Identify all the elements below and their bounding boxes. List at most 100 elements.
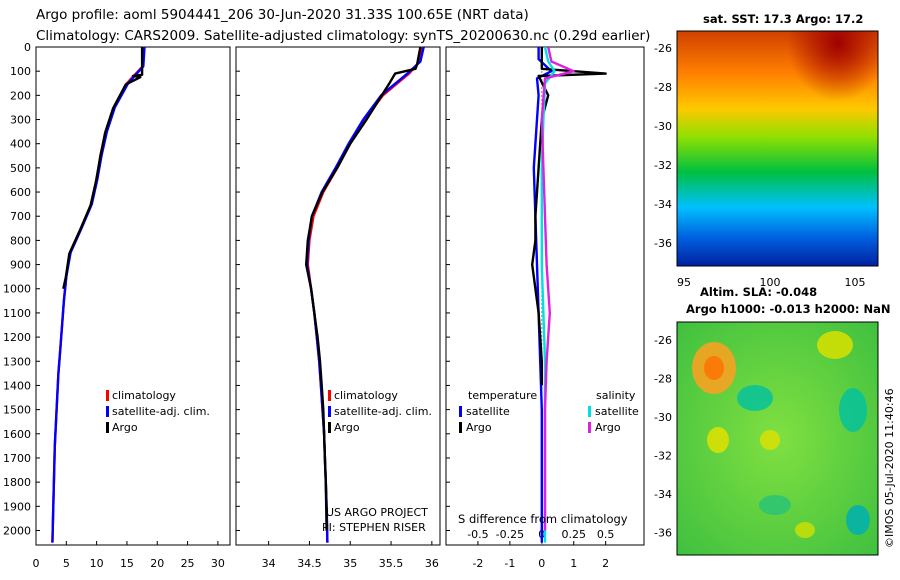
x-tick-label: 25	[181, 557, 195, 570]
sla-map-title-1: Altim. SLA: -0.048	[700, 285, 817, 299]
x-tick-label: 34.5	[297, 557, 322, 570]
legend-swatch-climatology	[328, 390, 331, 401]
sla-anomaly-cool	[839, 388, 867, 432]
legend-swatch-argo	[106, 422, 109, 433]
legend-swatch-sal-argo	[588, 422, 591, 433]
sla-anomaly-warm	[704, 356, 724, 380]
depth-tick-label: 1000	[3, 283, 31, 296]
depth-tick-label: 0	[24, 41, 31, 54]
legend-swatch-temp-argo	[459, 422, 462, 433]
sla-map	[676, 321, 879, 556]
salinity-panel-frame	[235, 46, 441, 546]
x-tick-label: 35	[343, 557, 357, 570]
x-tick-label: 5	[63, 557, 70, 570]
temperature-panel-frame	[35, 46, 231, 546]
depth-tick-label: 1100	[3, 307, 31, 320]
sla-anomaly-warm	[817, 331, 853, 359]
sla-anomaly-cool	[737, 385, 773, 411]
sst-map-warm-core	[677, 31, 878, 266]
axis-ticks: 0100200300400500600700800900100011001200…	[3, 41, 614, 570]
x-tick-label: -1	[504, 557, 515, 570]
depth-tick-label: 2000	[3, 524, 31, 537]
sst-lat-tick-label: -36	[654, 237, 672, 250]
depth-tick-label: 400	[10, 138, 31, 151]
sst-lon-tick-label: 95	[677, 276, 691, 289]
series-line-temperature-argo	[531, 47, 607, 386]
x-tick-label: 35.5	[379, 557, 404, 570]
sla-lat-tick-label: -30	[654, 411, 672, 424]
title-line-1: Argo profile: aoml 5904441_206 30-Jun-20…	[36, 7, 529, 23]
depth-tick-label: 500	[10, 162, 31, 175]
x-tick-label: 20	[150, 557, 164, 570]
sst-map-lon-ticks: 95 100 105	[677, 276, 866, 289]
depth-tick-label: 700	[10, 210, 31, 223]
x-top-tick-label: 0.5	[597, 528, 615, 541]
x-tick-label: 36	[425, 557, 439, 570]
series-line-argo	[305, 46, 422, 531]
depth-tick-label: 1200	[3, 331, 31, 344]
legend-satellite-label: satellite-adj. clim.	[334, 405, 432, 418]
sst-map	[676, 30, 879, 267]
x-top-tick-label: -0.5	[467, 528, 488, 541]
depth-tick-label: 1500	[3, 404, 31, 417]
depth-tick-label: 1400	[3, 379, 31, 392]
depth-tick-label: 100	[10, 65, 31, 78]
sst-map-title: sat. SST: 17.3 Argo: 17.2	[703, 12, 863, 26]
sst-lat-tick-label: -34	[654, 198, 672, 211]
x-tick-label: 0	[33, 557, 40, 570]
x-top-tick-label: -0.25	[496, 528, 524, 541]
legend-swatch-climatology	[106, 390, 109, 401]
sst-map-lat-ticks: -26 -28 -30 -32 -34 -36	[654, 42, 672, 250]
legend-argo-label: Argo	[334, 421, 360, 434]
sla-anomaly-cool	[759, 495, 791, 515]
legend-temp-satellite-label: satellite	[466, 405, 510, 418]
imos-watermark: ©IMOS 05-Jul-2020 11:40:46	[883, 388, 896, 548]
sla-lat-tick-label: -32	[654, 450, 672, 463]
sla-anomaly-warm	[707, 427, 729, 453]
credit-pi: PI: STEPHEN RISER	[322, 521, 426, 534]
x-tick-label: 34	[262, 557, 276, 570]
legend-salinity-heading: salinity	[596, 389, 636, 402]
sst-lat-tick-label: -26	[654, 42, 672, 55]
temperature-legend: climatology satellite-adj. clim. Argo	[106, 389, 210, 434]
sst-map-frame	[676, 30, 879, 267]
depth-tick-label: 1300	[3, 355, 31, 368]
credit-project: US ARGO PROJECT	[326, 506, 428, 519]
sla-anomaly-warm	[760, 430, 780, 450]
x-tick-label: 30	[211, 557, 225, 570]
sst-lat-tick-label: -28	[654, 81, 672, 94]
depth-tick-label: 300	[10, 114, 31, 127]
series-line-argo	[62, 47, 144, 289]
sst-lon-tick-label: 100	[760, 276, 781, 289]
x-tick-label: 0	[538, 557, 545, 570]
depth-tick-label: 1600	[3, 428, 31, 441]
depth-tick-label: 1800	[3, 476, 31, 489]
sla-lat-tick-label: -26	[654, 334, 672, 347]
legend-climatology-label: climatology	[112, 389, 176, 402]
legend-swatch-sal-satellite	[588, 406, 591, 417]
data-series	[51, 46, 607, 543]
legend-swatch-argo	[328, 422, 331, 433]
legend-climatology-label: climatology	[334, 389, 398, 402]
legend-swatch-temp-satellite	[459, 406, 462, 417]
sla-map-title-2: Argo h1000: -0.013 h2000: NaN	[686, 302, 890, 316]
sla-anomaly-warm	[795, 522, 815, 538]
depth-tick-label: 600	[10, 186, 31, 199]
series-line-climatology	[51, 46, 146, 543]
salinity-legend: climatology satellite-adj. clim. Argo	[328, 389, 432, 434]
sst-lon-tick-label: 105	[845, 276, 866, 289]
sla-lat-tick-label: -28	[654, 373, 672, 386]
legend-argo-label: Argo	[112, 421, 138, 434]
depth-tick-label: 900	[10, 259, 31, 272]
sla-anomaly-cool	[846, 505, 870, 535]
sla-map-lat-ticks: -26 -28 -30 -32 -34 -36	[654, 334, 672, 540]
sst-lat-tick-label: -32	[654, 159, 672, 172]
legend-swatch-satellite	[328, 406, 331, 417]
x-top-tick-label: 0.25	[561, 528, 586, 541]
legend-swatch-satellite	[106, 406, 109, 417]
depth-tick-label: 800	[10, 234, 31, 247]
legend-temp-argo-label: Argo	[466, 421, 492, 434]
x-tick-label: 2	[602, 557, 609, 570]
x-tick-label: 15	[120, 557, 134, 570]
